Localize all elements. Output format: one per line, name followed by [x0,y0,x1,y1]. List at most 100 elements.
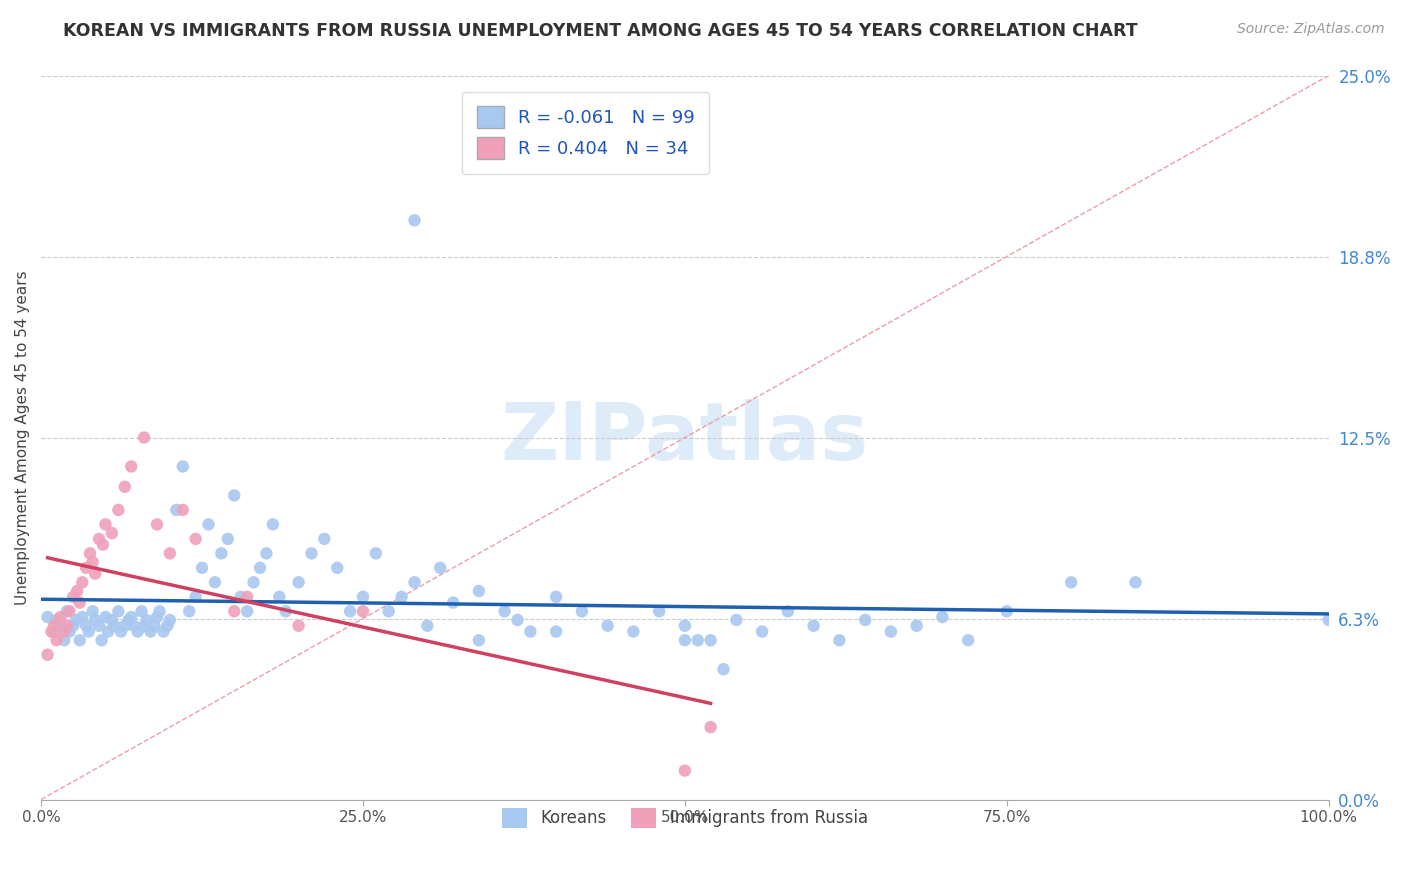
Point [94,610,117,624]
Point [648,604,671,618]
Point [45,633,67,648]
Point [94,517,117,532]
Point [42,624,65,639]
Point [931,610,953,624]
Text: Source: ZipAtlas.com: Source: ZipAtlas.com [1237,22,1385,37]
Point [262,517,284,532]
Point [224,604,246,618]
Point [75,561,97,575]
Point [49,610,72,624]
Point [995,604,1018,618]
Point [224,488,246,502]
Point [377,604,399,618]
Point [152,624,174,639]
Point [209,546,232,560]
Point [53,624,76,639]
Point [82,555,104,569]
Point [72,575,94,590]
Point [468,584,491,599]
Point [101,613,124,627]
Point [77,624,100,639]
Point [404,575,426,590]
Point [391,590,413,604]
Point [242,575,264,590]
Point [91,538,114,552]
Point [287,619,309,633]
Point [1060,575,1083,590]
Point [146,517,169,532]
Point [957,633,980,648]
Point [75,619,97,633]
Point [156,619,179,633]
Point [132,619,155,633]
Point [1317,613,1340,627]
Point [828,633,851,648]
Point [725,613,748,627]
Point [352,604,374,618]
Point [165,503,187,517]
Point [880,624,903,639]
Point [62,590,84,604]
Point [197,517,219,532]
Point [249,561,271,575]
Point [236,604,259,618]
Point [58,624,80,639]
Point [519,624,541,639]
Point [79,546,101,560]
Point [107,503,129,517]
Point [122,619,145,633]
Point [101,526,124,541]
Point [191,561,214,575]
Point [69,633,91,648]
Point [506,613,529,627]
Text: ZIPatlas: ZIPatlas [501,399,869,476]
Point [131,604,153,618]
Point [699,720,721,734]
Point [204,575,226,590]
Point [120,610,142,624]
Point [596,619,619,633]
Point [114,619,136,633]
Point [429,561,451,575]
Point [110,624,132,639]
Point [135,613,157,627]
Point [132,430,155,444]
Point [686,633,709,648]
Point [699,633,721,648]
Point [87,619,110,633]
Point [87,532,110,546]
Text: KOREAN VS IMMIGRANTS FROM RUSSIA UNEMPLOYMENT AMONG AGES 45 TO 54 YEARS CORRELAT: KOREAN VS IMMIGRANTS FROM RUSSIA UNEMPLO… [63,22,1137,40]
Point [84,613,107,627]
Point [42,619,65,633]
Point [404,213,426,227]
Point [114,480,136,494]
Point [254,546,277,560]
Point [803,619,825,633]
Point [179,604,201,618]
Point [301,546,323,560]
Point [571,604,593,618]
Point [416,619,439,633]
Point [53,633,76,648]
Point [314,532,336,546]
Point [326,561,349,575]
Point [56,619,79,633]
Point [751,624,773,639]
Point [65,613,87,627]
Point [82,604,104,618]
Point [69,596,91,610]
Point [673,619,696,633]
Point [905,619,928,633]
Y-axis label: Unemployment Among Ages 45 to 54 years: Unemployment Among Ages 45 to 54 years [15,270,30,605]
Point [148,604,170,618]
Point [143,619,166,633]
Point [339,604,361,618]
Point [103,619,125,633]
Point [146,610,169,624]
Point [45,613,67,627]
Point [72,610,94,624]
Point [853,613,876,627]
Point [159,613,181,627]
Point [621,624,644,639]
Point [66,584,89,599]
